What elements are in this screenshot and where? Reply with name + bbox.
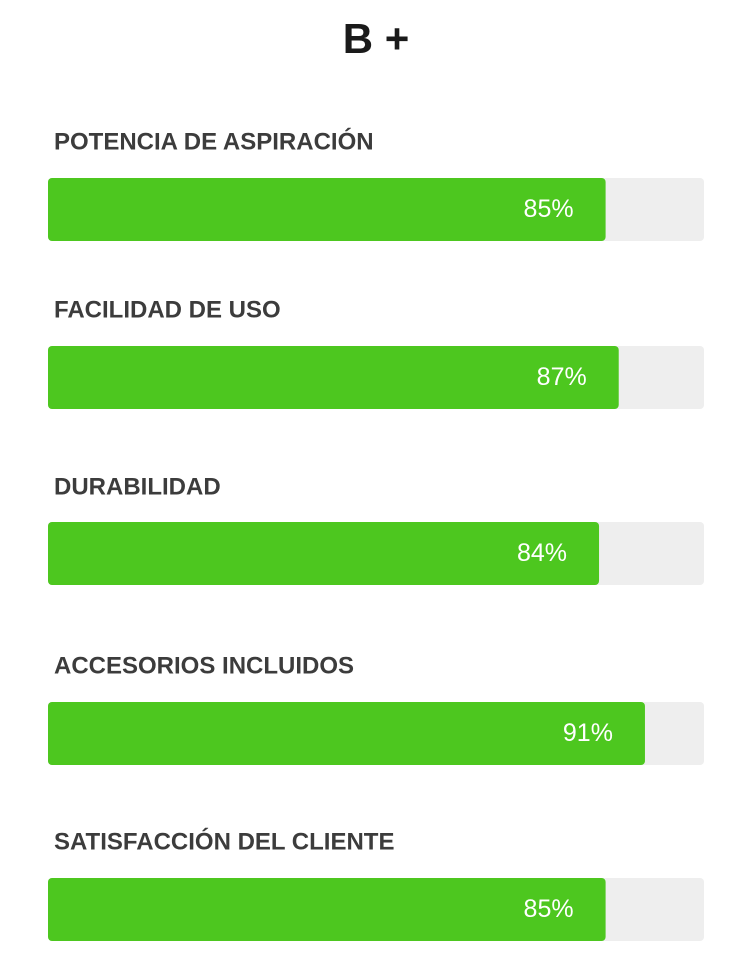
value-label: 85% (524, 895, 574, 923)
bar (48, 346, 619, 409)
category-label: FACILIDAD DE USO (54, 296, 281, 323)
bar (48, 178, 606, 241)
value-label: 85% (524, 195, 574, 223)
category-label: DURABILIDAD (54, 473, 221, 500)
value-label: 91% (563, 719, 613, 747)
value-label: 84% (517, 539, 567, 567)
chart-title: B + (343, 15, 410, 62)
bar (48, 878, 606, 941)
category-label: POTENCIA DE ASPIRACIÓN (54, 127, 374, 155)
category-label: SATISFACCIÓN DEL CLIENTE (54, 827, 394, 855)
value-label: 87% (537, 363, 587, 391)
bar (48, 522, 600, 585)
bar (48, 702, 645, 765)
category-label: ACCESORIOS INCLUIDOS (54, 652, 354, 679)
